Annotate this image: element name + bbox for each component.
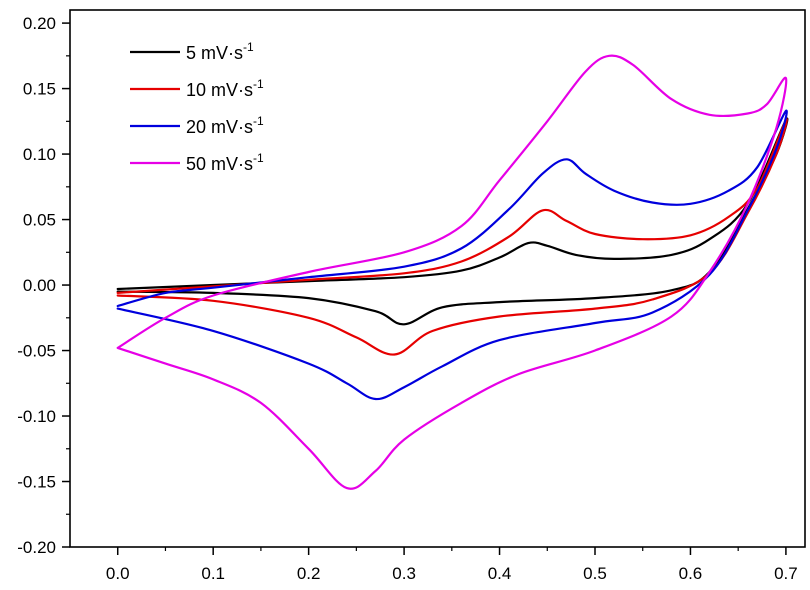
series-line-3 — [116, 109, 788, 401]
legend-label: 10 mV·s-1 — [186, 77, 264, 100]
legend-label-superscript: -1 — [243, 40, 254, 54]
x-tick-label: 0.2 — [297, 564, 321, 583]
y-tick-label: 0.20 — [23, 14, 56, 33]
legend-label: 50 mV·s-1 — [186, 151, 264, 174]
legend-label-superscript: -1 — [253, 151, 264, 165]
series-line-2 — [116, 118, 788, 356]
series-line-4 — [116, 54, 788, 490]
plot-frame — [69, 9, 806, 548]
legend-label-superscript: -1 — [253, 114, 264, 128]
x-tick-label: 0.6 — [679, 564, 703, 583]
axis-layer: 0.0 0.1 0.2 0.3 0.4 0.5 0.6 0.7 0.20 0.15 0.10 0.05… — [17, 14, 797, 583]
y-tick-label: 0.00 — [23, 276, 56, 295]
y-tick-label: -0.10 — [17, 407, 56, 426]
x-tick-label: 0.1 — [201, 564, 225, 583]
legend-label: 5 mV·s-1 — [186, 40, 254, 63]
x-tick-label: 0.4 — [488, 564, 512, 583]
legend-label-superscript: -1 — [253, 77, 264, 91]
legend-label-text: 20 mV·s — [186, 117, 253, 137]
legend-label-text: 5 mV·s — [186, 43, 243, 63]
series-layer — [116, 54, 789, 490]
y-tick-label: -0.05 — [17, 342, 56, 361]
plot-area — [69, 9, 806, 548]
y-tick-label: 0.15 — [23, 80, 56, 99]
x-tick-label: 0.0 — [106, 564, 130, 583]
legend: 5 mV·s-110 mV·s-120 mV·s-150 mV·s-1 — [130, 40, 264, 174]
y-tick-label: -0.15 — [17, 473, 56, 492]
y-tick-label: 0.05 — [23, 211, 56, 230]
legend-label-text: 50 mV·s — [186, 154, 253, 174]
legend-label: 20 mV·s-1 — [186, 114, 264, 137]
legend-label-text: 10 mV·s — [186, 80, 253, 100]
x-tick-label: 0.3 — [392, 564, 416, 583]
x-tick-label: 0.5 — [583, 564, 607, 583]
y-tick-label: -0.20 — [17, 538, 56, 557]
y-tick-label: 0.10 — [23, 145, 56, 164]
x-tick-label: 0.7 — [774, 564, 798, 583]
